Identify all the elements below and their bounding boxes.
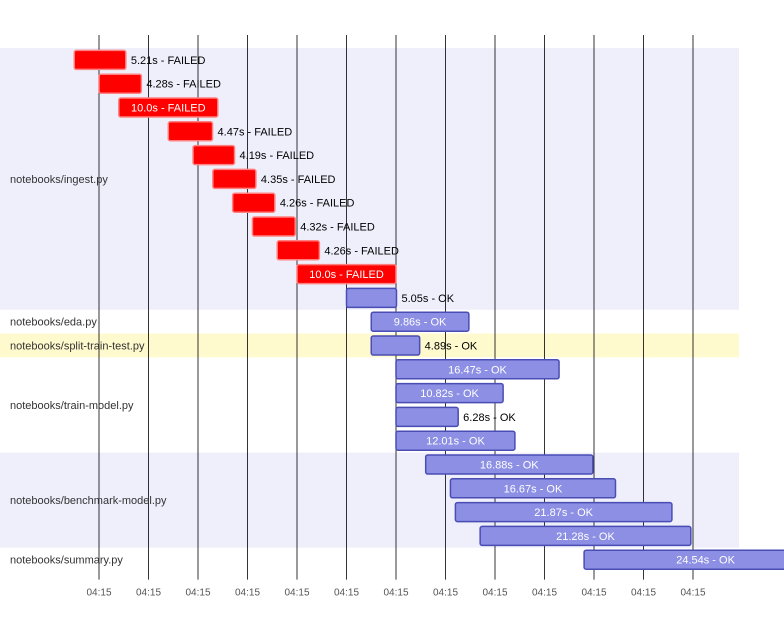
task-label: 16.47s - OK (448, 364, 507, 376)
task-bar-failed[interactable] (251, 216, 296, 237)
task-bar-ok[interactable] (479, 525, 692, 547)
task-bar-ok[interactable] (424, 454, 594, 475)
task-bar-ok[interactable] (449, 478, 617, 499)
task-label: 10.82s - OK (420, 388, 479, 400)
task-label: 21.87s - OK (534, 507, 593, 519)
x-tick-label: 04:15 (581, 588, 606, 599)
task-bar-ok[interactable] (583, 549, 784, 570)
task-bar-failed[interactable] (276, 240, 321, 261)
task-label: 24.54s - OK (676, 555, 735, 567)
x-tick-label: 04:15 (680, 588, 705, 599)
row-bands (0, 48, 739, 572)
task-bar-failed[interactable] (73, 49, 127, 71)
task-bar-ok[interactable] (395, 430, 516, 451)
task-bar-ok[interactable] (454, 501, 673, 523)
x-tick-label: 04:15 (136, 588, 161, 599)
row-band (0, 547, 739, 572)
x-tick-label: 04:15 (631, 588, 656, 599)
task-bar-ok[interactable] (345, 287, 398, 309)
task-label: 9.86s - OK (394, 317, 447, 329)
task-label: 4.35s - FAILED (261, 174, 336, 186)
task-label: 10.0s - FAILED (131, 103, 206, 115)
task-label: 5.05s - OK (401, 293, 454, 305)
row-labels: notebooks/ingest.py notebooks/eda.py noteb… (10, 174, 167, 567)
task-label: 4.28s - FAILED (146, 79, 221, 91)
task-bar-ok[interactable] (395, 359, 560, 380)
task-bar-ok[interactable] (370, 335, 421, 356)
task-label: 4.89s - OK (425, 341, 478, 353)
task-bar-failed[interactable] (192, 144, 236, 166)
x-tick-label: 04:15 (482, 588, 507, 599)
row-label: notebooks/train-model.py (10, 400, 134, 412)
task-bar-ok[interactable] (395, 382, 504, 404)
x-tick-label: 04:15 (433, 588, 458, 599)
row-band (0, 309, 739, 334)
x-tick-label: 04:15 (532, 588, 557, 599)
task-bar-failed[interactable] (118, 97, 219, 118)
task-label: 6.28s - OK (463, 412, 516, 424)
task-label: 12.01s - OK (426, 436, 485, 448)
task-label: 4.19s - FAILED (240, 150, 315, 162)
task-label: 4.26s - FAILED (324, 245, 399, 257)
task-label: 10.0s - FAILED (309, 269, 384, 281)
x-tick-label: 04:15 (185, 588, 210, 599)
gridlines (98, 35, 694, 580)
x-tick-label: 04:15 (284, 588, 309, 599)
task-bar-ok[interactable] (395, 406, 459, 428)
row-label: notebooks/eda.py (10, 317, 97, 329)
task-bar-failed[interactable] (212, 168, 257, 190)
row-label: notebooks/summary.py (10, 555, 123, 567)
x-axis-ticks: 04:15 04:15 04:15 04:15 04:15 04:15 04:15 04:15… (86, 588, 705, 599)
x-tick-label: 04:15 (86, 588, 111, 599)
task-label: 4.26s - FAILED (280, 198, 355, 210)
task-bars: 5.21s - FAILED 4.28s - FAILED 10.0s - FAIL… (73, 49, 784, 570)
task-bar-failed[interactable] (167, 121, 214, 142)
x-tick-label: 04:15 (383, 588, 408, 599)
row-label: notebooks/ingest.py (10, 174, 108, 186)
task-label: 4.47s - FAILED (218, 126, 293, 138)
task-label: 21.28s - OK (556, 531, 615, 543)
x-tick-label: 04:15 (235, 588, 260, 599)
task-bar-failed[interactable] (231, 192, 276, 213)
task-label: 5.21s - FAILED (131, 55, 206, 67)
task-bar-ok[interactable] (370, 311, 470, 332)
task-bar-failed[interactable] (296, 263, 397, 285)
row-label: notebooks/benchmark-model.py (10, 495, 167, 507)
task-label: 16.88s - OK (480, 460, 539, 472)
task-label: 16.67s - OK (504, 483, 563, 495)
x-tick-label: 04:15 (334, 588, 359, 599)
task-label: 4.32s - FAILED (300, 222, 375, 234)
row-band (0, 333, 739, 358)
task-bar-failed[interactable] (98, 73, 143, 94)
row-band (0, 357, 739, 453)
row-label: notebooks/split-train-test.py (10, 341, 145, 353)
